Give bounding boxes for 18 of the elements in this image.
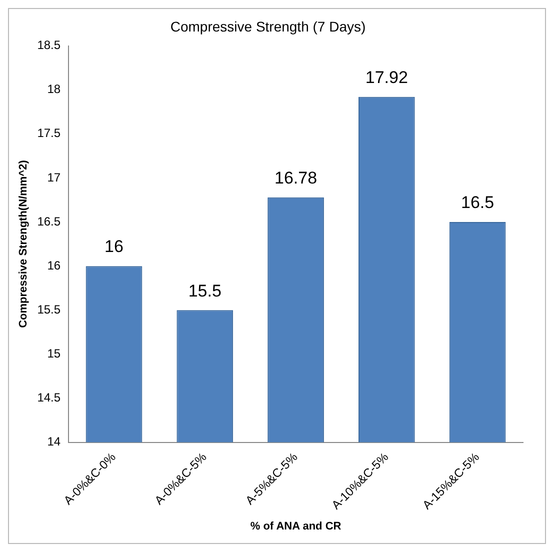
y-tick-label: 14: [47, 434, 61, 449]
data-label: 17.92: [365, 68, 408, 88]
y-tick-label: 16.5: [37, 214, 61, 228]
data-label: 15.5: [188, 281, 222, 300]
x-axis-title: % of ANA and CR: [250, 520, 342, 532]
data-label: 16.78: [274, 168, 318, 188]
y-tick-label: 18: [47, 82, 61, 96]
y-tick-label: 17.5: [37, 126, 61, 140]
y-tick-label: 15.5: [37, 302, 61, 316]
y-tick-label: 17: [47, 170, 61, 184]
y-tick-label: 16: [47, 258, 61, 272]
data-label: 16: [104, 237, 124, 256]
data-label: 16.5: [461, 193, 494, 212]
y-axis-title: Compressive Strength(N/mm^2): [18, 160, 30, 328]
y-tick-label: 14.5: [37, 390, 61, 405]
chart-title: Compressive Strength (7 Days): [170, 18, 366, 34]
y-tick-label: 15: [47, 346, 61, 360]
y-tick-label: 18.5: [37, 38, 61, 52]
